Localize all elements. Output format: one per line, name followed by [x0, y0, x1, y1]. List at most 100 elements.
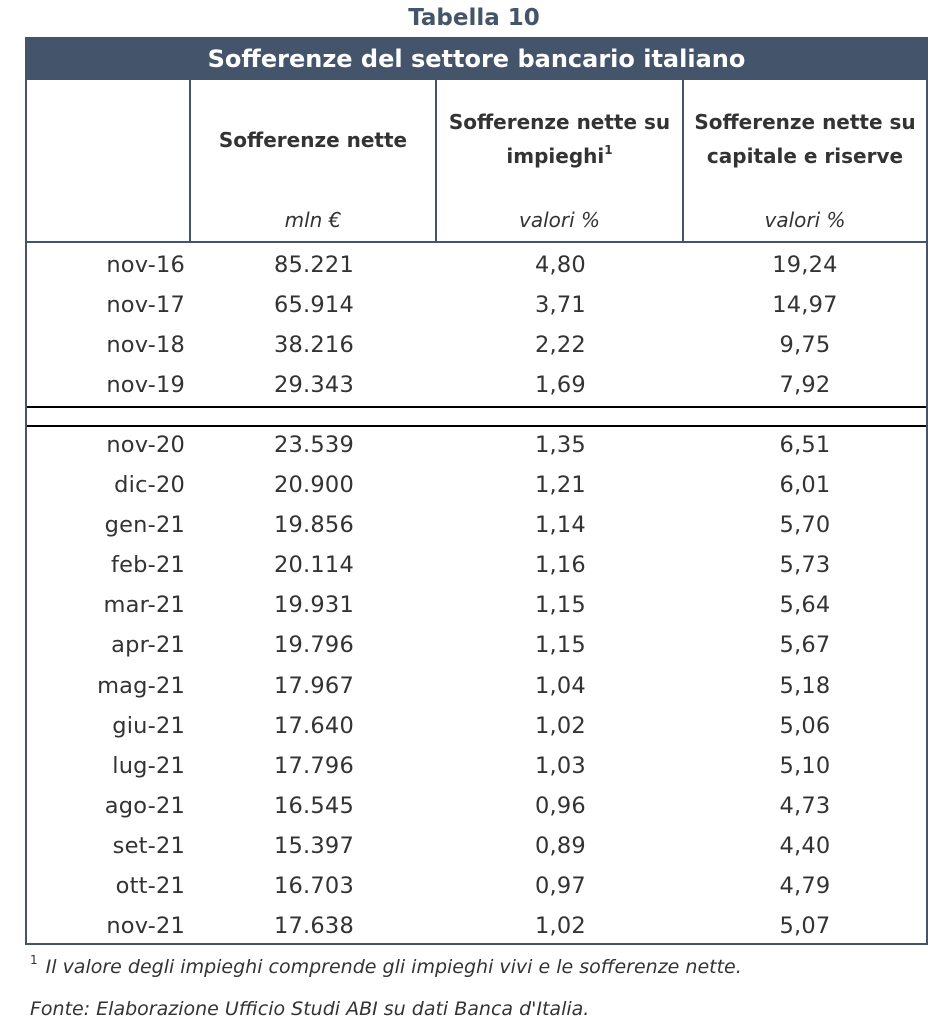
cell-sofferenze-su-capitale: 5,70	[779, 512, 831, 539]
row-label: nov-16	[106, 252, 185, 278]
cell-sofferenze-su-capitale: 4,40	[779, 832, 831, 859]
table-title: Sofferenze del settore bancario italiano	[27, 39, 926, 80]
cell-sofferenze-su-impieghi: 1,69	[535, 372, 586, 399]
cell-sofferenze-su-capitale: 7,92	[779, 372, 831, 399]
separator-line	[27, 406, 926, 408]
cell-sofferenze-nette: 17.967	[274, 672, 354, 699]
cell-sofferenze-su-impieghi: 1,02	[535, 913, 586, 940]
table-row: ago-21 16.545 0,96 4,73	[27, 786, 926, 826]
cell-sofferenze-nette: 20.114	[274, 552, 354, 579]
row-label: gen-21	[104, 512, 185, 539]
table-row: mar-21 19.931 1,15 5,64	[27, 585, 926, 625]
header-unit: mln €	[284, 208, 342, 232]
cell-sofferenze-su-capitale: 9,75	[779, 332, 831, 359]
cell-sofferenze-su-impieghi: 1,04	[535, 672, 586, 699]
annual-rows: nov-16 85.221 4,80 19,24 nov-17 65.914 3,71 14,…	[27, 245, 926, 405]
row-label: feb-21	[111, 552, 185, 579]
cell-sofferenze-su-impieghi: 1,03	[535, 752, 586, 779]
cell-sofferenze-su-impieghi: 0,96	[535, 792, 586, 819]
cell-sofferenze-su-capitale: 5,10	[779, 752, 831, 779]
table-row: lug-21 17.796 1,03 5,10	[27, 746, 926, 786]
cell-sofferenze-su-impieghi: 1,16	[535, 552, 586, 579]
cell-sofferenze-su-capitale: 5,06	[779, 712, 831, 739]
row-label: ago-21	[104, 792, 185, 819]
table-row: nov-19 29.343 1,69 7,92	[27, 365, 926, 405]
table-row: ott-21 16.703 0,97 4,79	[27, 866, 926, 906]
cell-sofferenze-su-impieghi: 1,02	[535, 712, 586, 739]
cell-sofferenze-nette: 19.931	[274, 592, 354, 619]
cell-sofferenze-nette: 19.796	[274, 632, 354, 659]
row-label: nov-21	[106, 913, 185, 940]
cell-sofferenze-nette: 17.796	[274, 752, 354, 779]
header-unit: valori %	[518, 208, 601, 232]
header-cell-sofferenze-su-capitale: Sofferenze nette su capitale e riserve v…	[684, 80, 926, 241]
cell-sofferenze-su-impieghi: 1,21	[535, 472, 586, 499]
cell-sofferenze-nette: 85.221	[274, 252, 354, 278]
cell-sofferenze-su-capitale: 5,18	[779, 672, 831, 699]
cell-sofferenze-nette: 65.914	[274, 292, 354, 319]
header-label-line2: impieghi	[506, 144, 605, 168]
header-label-line1: Sofferenze nette su	[448, 110, 671, 134]
cell-sofferenze-su-capitale: 5,64	[779, 592, 831, 619]
cell-sofferenze-su-capitale: 6,51	[779, 432, 831, 458]
table-header: Sofferenze nette mln € Sofferenze nette …	[27, 80, 926, 243]
cell-sofferenze-su-capitale: 6,01	[779, 472, 831, 499]
header-cell-period	[27, 80, 191, 241]
cell-sofferenze-nette: 38.216	[274, 332, 354, 359]
cell-sofferenze-su-capitale: 4,73	[779, 792, 831, 819]
separator-line	[27, 425, 926, 427]
row-label: apr-21	[111, 632, 185, 659]
table-row: set-21 15.397 0,89 4,40	[27, 826, 926, 866]
row-label: lug-21	[112, 752, 185, 779]
cell-sofferenze-su-impieghi: 1,15	[535, 592, 586, 619]
table-row: giu-21 17.640 1,02 5,06	[27, 706, 926, 746]
cell-sofferenze-su-capitale: 14,97	[772, 292, 838, 319]
header-label-line1: Sofferenze nette su	[694, 110, 916, 134]
table-frame: Sofferenze del settore bancario italiano…	[25, 37, 928, 945]
table-row: mag-21 17.967 1,04 5,18	[27, 666, 926, 706]
cell-sofferenze-nette: 23.539	[274, 432, 354, 458]
cell-sofferenze-su-impieghi: 1,14	[535, 512, 586, 539]
row-label: set-21	[112, 832, 185, 859]
header-unit: valori %	[764, 208, 846, 232]
header-label: Sofferenze nette su capitale e riserve	[684, 105, 926, 173]
table-row: dic-20 20.900 1,21 6,01	[27, 465, 926, 505]
monthly-rows: nov-20 23.539 1,35 6,51 dic-20 20.900 1,21 6,01…	[27, 425, 926, 946]
cell-sofferenze-nette: 17.638	[274, 913, 354, 940]
cell-sofferenze-su-impieghi: 2,22	[535, 332, 586, 359]
header-cell-sofferenze-nette: Sofferenze nette mln €	[191, 80, 437, 241]
table-row: nov-18 38.216 2,22 9,75	[27, 325, 926, 365]
table-caption: Tabella 10	[408, 5, 540, 31]
cell-sofferenze-su-capitale: 5,73	[779, 552, 831, 579]
footnote-marker: 1	[30, 953, 38, 967]
footnote-marker: 1	[604, 143, 613, 157]
table-row: nov-20 23.539 1,35 6,51	[27, 425, 926, 465]
table-row: feb-21 20.114 1,16 5,73	[27, 545, 926, 585]
row-label: nov-20	[106, 432, 185, 458]
cell-sofferenze-nette: 16.545	[274, 792, 354, 819]
row-label: mag-21	[97, 672, 185, 699]
cell-sofferenze-nette: 19.856	[274, 512, 354, 539]
cell-sofferenze-nette: 17.640	[274, 712, 354, 739]
table-row: gen-21 19.856 1,14 5,70	[27, 505, 926, 545]
header-label: Sofferenze nette	[218, 128, 408, 152]
table-row: nov-17 65.914 3,71 14,97	[27, 285, 926, 325]
header-label-line2: capitale e riserve	[706, 144, 904, 168]
cell-sofferenze-su-impieghi: 3,71	[535, 292, 586, 319]
footnote: 1 Il valore degli impieghi comprende gli …	[30, 953, 742, 981]
row-label: mar-21	[103, 592, 185, 619]
row-label: nov-17	[106, 292, 185, 319]
row-label: nov-18	[106, 332, 185, 359]
row-label: ott-21	[115, 873, 185, 900]
cell-sofferenze-su-impieghi: 0,89	[535, 832, 586, 859]
cell-sofferenze-su-impieghi: 1,15	[535, 632, 586, 659]
cell-sofferenze-su-capitale: 5,67	[779, 632, 831, 659]
table-row: nov-21 17.638 1,02 5,07	[27, 906, 926, 946]
cell-sofferenze-su-impieghi: 0,97	[535, 873, 586, 900]
cell-sofferenze-su-impieghi: 4,80	[535, 252, 586, 278]
header-cell-sofferenze-su-impieghi: Sofferenze nette su impieghi1 valori %	[437, 80, 684, 241]
cell-sofferenze-nette: 16.703	[274, 873, 354, 900]
cell-sofferenze-su-capitale: 5,07	[779, 913, 831, 940]
row-label: giu-21	[112, 712, 185, 739]
row-label: dic-20	[114, 472, 185, 499]
